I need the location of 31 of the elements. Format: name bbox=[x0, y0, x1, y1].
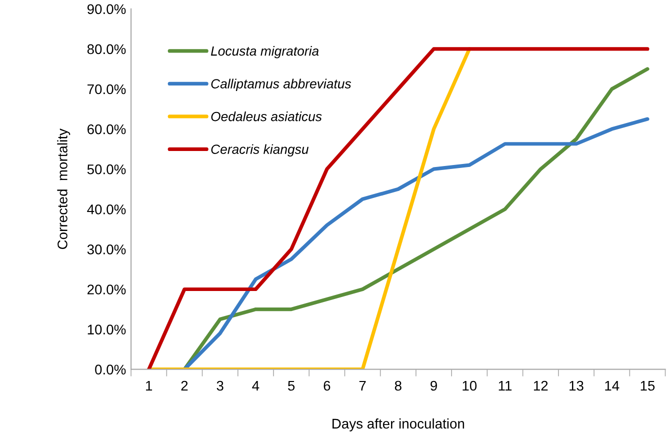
x-tick-label: 3 bbox=[216, 380, 224, 391]
x-tick-label: 7 bbox=[359, 380, 366, 391]
x-tick-label: 11 bbox=[498, 380, 512, 391]
legend-label: Calliptamus abbreviatus bbox=[211, 78, 352, 92]
x-tick-label: 10 bbox=[462, 380, 477, 391]
x-tick-label: 2 bbox=[181, 380, 188, 391]
legend-label: Locusta migratoria bbox=[210, 46, 319, 58]
x-axis-title: Days after inoculation bbox=[332, 418, 464, 432]
y-tick-label: 60.0% bbox=[88, 124, 126, 134]
x-tick-label: 13 bbox=[570, 380, 584, 391]
x-tick-label: 5 bbox=[288, 380, 295, 391]
x-tick-label: 15 bbox=[640, 380, 655, 391]
y-tick-label: 10.0% bbox=[88, 324, 126, 334]
x-tick-label: 12 bbox=[534, 380, 548, 391]
y-tick-label: 40.0% bbox=[87, 204, 126, 214]
y-tick-label: 30.0% bbox=[87, 244, 126, 254]
legend-label: Ceracris kiangsu bbox=[211, 144, 309, 157]
x-tick-label: 8 bbox=[394, 380, 402, 391]
x-tick-label: 1 bbox=[146, 380, 152, 391]
y-tick-label: 20.0% bbox=[88, 284, 126, 294]
x-tick-label: 14 bbox=[605, 380, 620, 391]
x-tick-label: 6 bbox=[324, 380, 330, 391]
y-tick-label: 50.0% bbox=[87, 164, 126, 174]
x-tick-label: 4 bbox=[252, 380, 260, 391]
y-tick-label: 80.0% bbox=[87, 44, 126, 54]
legend-label: Oedaleus asiaticus bbox=[211, 112, 322, 122]
y-tick-label: 0.0% bbox=[95, 364, 126, 375]
x-tick-label: 9 bbox=[430, 380, 437, 391]
y-axis-title: Corrected mortality bbox=[57, 128, 70, 250]
y-tick-label: 90.0% bbox=[87, 4, 126, 14]
y-tick-label: 70.0% bbox=[88, 84, 126, 94]
